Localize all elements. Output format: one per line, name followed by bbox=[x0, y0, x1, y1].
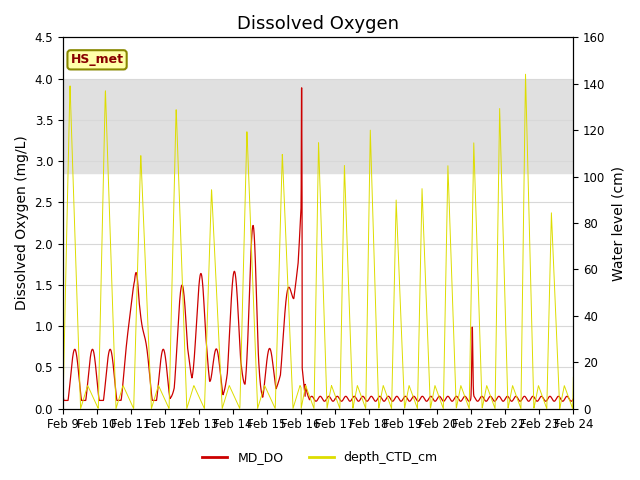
Title: Dissolved Oxygen: Dissolved Oxygen bbox=[237, 15, 399, 33]
Bar bbox=[63, 80, 573, 173]
Y-axis label: Water level (cm): Water level (cm) bbox=[611, 166, 625, 280]
Text: HS_met: HS_met bbox=[70, 53, 124, 66]
Y-axis label: Dissolved Oxygen (mg/L): Dissolved Oxygen (mg/L) bbox=[15, 136, 29, 311]
Legend: MD_DO, depth_CTD_cm: MD_DO, depth_CTD_cm bbox=[197, 446, 443, 469]
